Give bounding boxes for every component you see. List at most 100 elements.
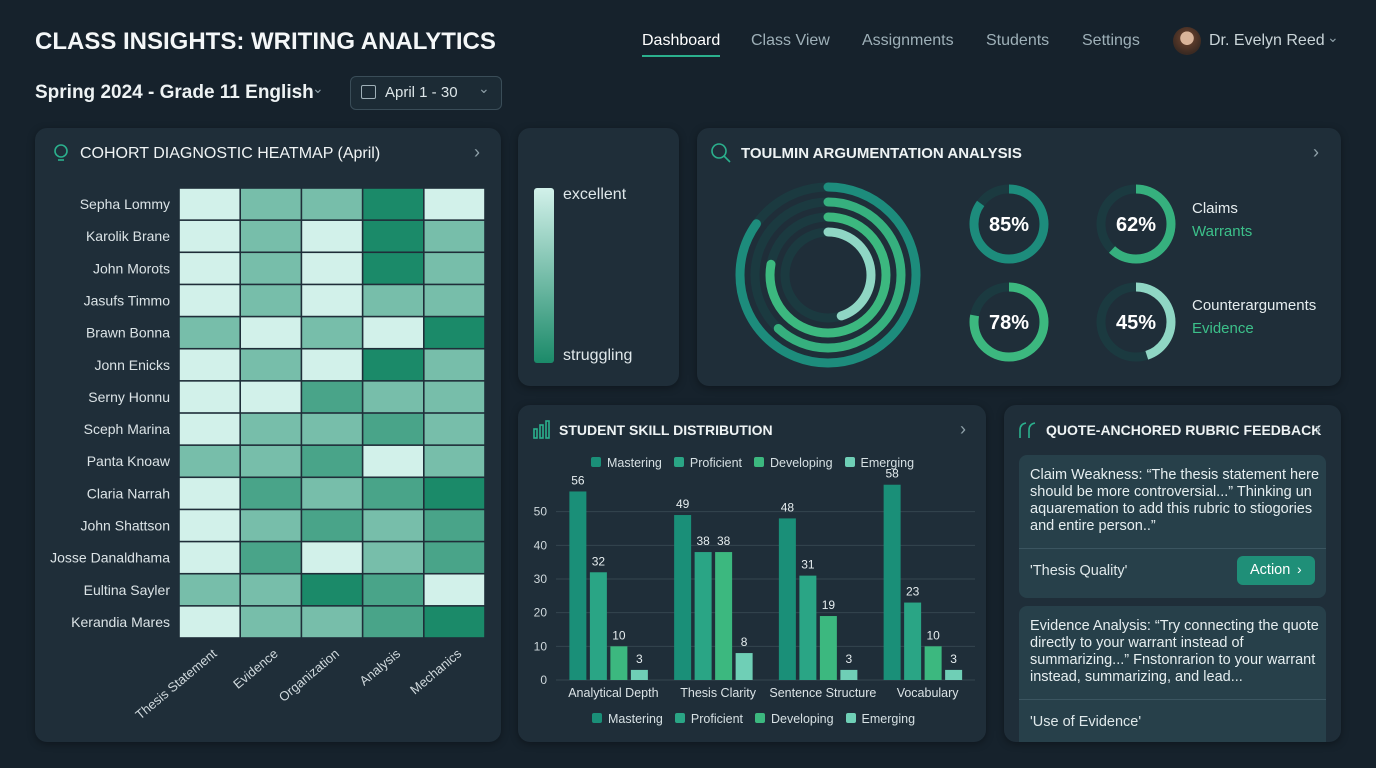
value-label: 32: [592, 554, 606, 568]
heat-cell: [179, 188, 240, 220]
gauge-label: Counterarguments: [1192, 297, 1316, 314]
heat-cell: [424, 510, 485, 541]
legend-item[interactable]: Developing: [755, 712, 834, 726]
gauge-arc: [969, 282, 1049, 362]
user-name[interactable]: Dr. Evelyn Reed: [1209, 32, 1325, 49]
chevron[interactable]: ⌄: [478, 80, 490, 96]
action-button[interactable]: Action: [1237, 556, 1315, 585]
heat-cell: [424, 445, 485, 477]
value-label: 3: [636, 652, 643, 666]
heat-cell: [179, 317, 240, 348]
heat-cell: [363, 510, 423, 541]
row-label: Karolik Brane: [86, 228, 170, 244]
value-label: 23: [906, 585, 920, 599]
row-label: Jasufs Timmo: [84, 293, 171, 309]
heat-cell: [302, 445, 362, 477]
legend-label: Developing: [770, 456, 833, 470]
heat-cell: [179, 445, 240, 477]
legend-label: Emerging: [860, 456, 915, 470]
legend-item[interactable]: Emerging: [845, 712, 916, 726]
heat-cell: [179, 349, 240, 381]
row-label: Jonn Enicks: [95, 357, 170, 373]
legend-swatch: [755, 713, 765, 723]
legend-label: Emerging: [861, 712, 916, 726]
heat-cell: [363, 445, 423, 477]
heat-cell: [302, 381, 362, 413]
panel-title: STUDENT SKILL DISTRIBUTION: [559, 422, 773, 438]
x-tick-label: Thesis Clarity: [680, 686, 756, 700]
heat-cell: [424, 349, 485, 381]
row-label: Sepha Lommy: [80, 196, 170, 212]
chevron[interactable]: ›: [1297, 561, 1302, 577]
y-tick-label: 50: [534, 505, 548, 519]
column-label: Organization: [276, 646, 342, 705]
heat-cell: [241, 445, 301, 477]
legend-swatch: [754, 457, 764, 467]
color-scale: [534, 188, 554, 363]
heat-cell: [302, 478, 362, 509]
legend-item[interactable]: Developing: [754, 456, 833, 470]
legend-item[interactable]: Mastering: [591, 456, 662, 470]
column-label: Evidence: [230, 646, 281, 692]
heat-cell: [363, 542, 423, 573]
heat-cell: [302, 253, 362, 284]
row-label: Sceph Marina: [84, 421, 171, 437]
heat-cell: [179, 413, 240, 445]
nav-item[interactable]: Class View: [751, 32, 830, 49]
x-tick-label: Analytical Depth: [568, 686, 658, 700]
heat-cell: [363, 606, 423, 638]
bar: [945, 669, 963, 680]
heat-cell: [363, 478, 423, 509]
heat-cell: [179, 381, 240, 413]
chevron[interactable]: ›: [1313, 142, 1319, 162]
chevron[interactable]: ⌄: [312, 80, 324, 96]
nav-item[interactable]: Assignments: [862, 32, 954, 49]
divider: [1019, 548, 1326, 549]
date-picker[interactable]: [350, 76, 502, 110]
heat-cell: [241, 349, 301, 381]
avatar[interactable]: [1173, 27, 1201, 55]
heat-cell: [241, 381, 301, 413]
chevron[interactable]: ›: [1315, 419, 1321, 439]
ring-arc: [780, 227, 876, 323]
bar: [674, 515, 692, 680]
chevron[interactable]: ›: [960, 419, 966, 439]
bar: [694, 552, 712, 680]
row-label: John Morots: [93, 260, 170, 276]
heat-cell: [363, 317, 423, 348]
divider: [1019, 699, 1326, 700]
heat-cell: [424, 220, 485, 252]
chevron[interactable]: ›: [474, 142, 480, 162]
heat-cell: [424, 317, 485, 348]
date-range[interactable]: April 1 - 30: [385, 84, 458, 101]
nav-item[interactable]: Settings: [1082, 32, 1140, 49]
gauge-arc: [1096, 184, 1176, 264]
gauge-value: 78%: [989, 312, 1029, 334]
heat-cell: [424, 606, 485, 638]
feedback-item: Evidence Analysis: “Try connecting the q…: [1019, 606, 1326, 742]
legend-item[interactable]: Emerging: [844, 456, 915, 470]
panel-title: COHORT DIAGNOSTIC HEATMAP (April): [80, 145, 381, 162]
nav-item[interactable]: Dashboard: [642, 32, 721, 49]
value-label: 58: [885, 467, 899, 481]
bar: [610, 646, 628, 680]
legend-swatch: [844, 457, 855, 467]
chevron[interactable]: ⌄: [1327, 29, 1339, 45]
heat-cell: [424, 285, 485, 316]
row-label: Claria Narrah: [87, 485, 170, 501]
nav-item[interactable]: Students: [986, 32, 1050, 49]
row-label: John Shattson: [80, 518, 170, 534]
nav-underline: [642, 55, 720, 57]
value-label: 3: [950, 652, 957, 666]
legend-item[interactable]: Proficient: [674, 712, 743, 726]
legend-item[interactable]: Proficient: [673, 456, 742, 470]
heat-cell: [241, 188, 301, 220]
heat-cell: [424, 188, 485, 220]
legend: Mastering Proficient Developing Emerging: [592, 712, 915, 726]
heat-cell: [363, 574, 423, 606]
heat-cell: [424, 542, 485, 573]
class-selector[interactable]: Spring 2024 - Grade 11 English: [35, 82, 314, 103]
feedback-card: Claim Weakness: “The thesis statement he…: [1004, 405, 1341, 742]
legend-item[interactable]: Mastering: [592, 712, 663, 726]
